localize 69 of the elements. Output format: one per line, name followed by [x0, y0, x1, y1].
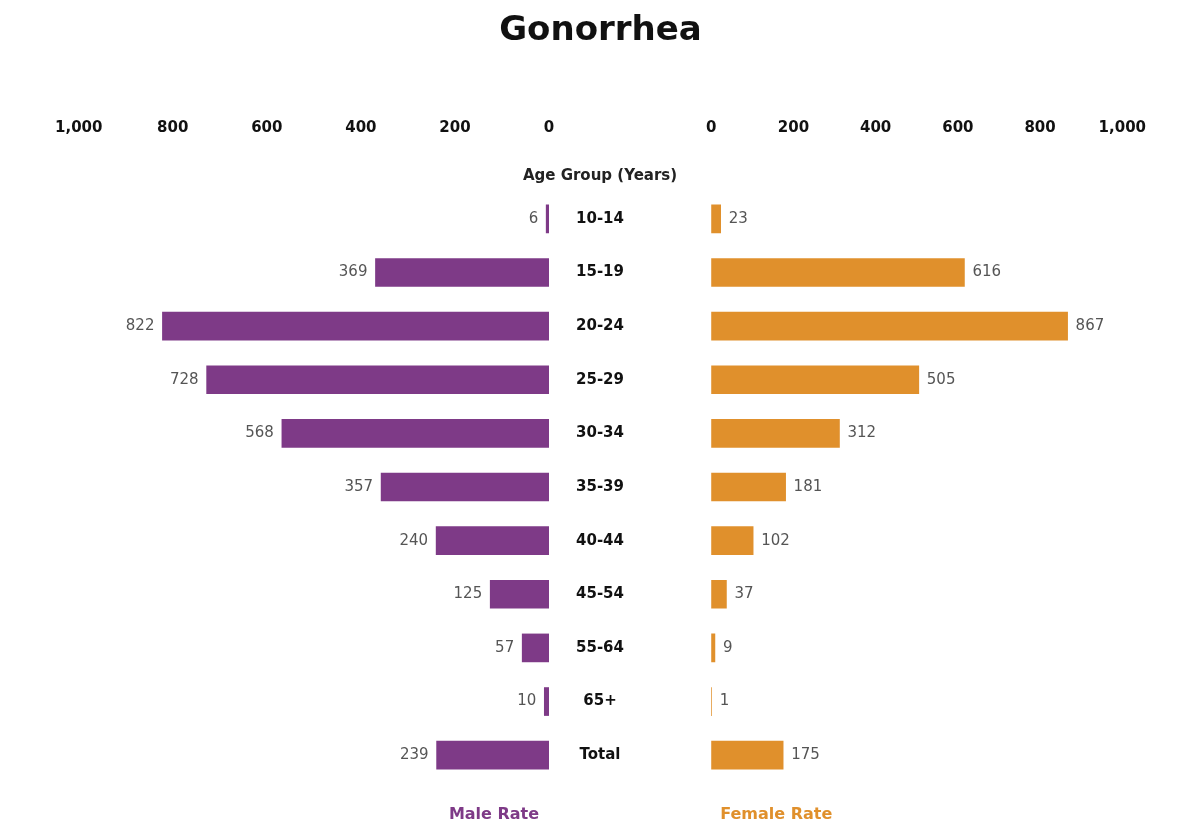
data-label: 9	[722, 637, 733, 656]
bar	[436, 740, 549, 770]
y-tick-label: 40-44	[576, 530, 624, 549]
chart-title: Gonorrhea	[498, 8, 703, 48]
bar	[711, 258, 965, 287]
data-label: 616	[972, 262, 1002, 281]
x-tick-label: 400	[345, 117, 377, 136]
x-tick-label: 800	[1024, 117, 1056, 136]
bar	[435, 526, 549, 555]
bar	[380, 472, 549, 502]
bar	[711, 204, 721, 234]
data-label: 1	[719, 691, 730, 710]
bar	[206, 365, 549, 395]
data-label: 23	[728, 208, 748, 227]
y-tick-label: 15-19	[576, 262, 624, 281]
x-tick-label: 1,000	[1098, 117, 1146, 136]
bar	[711, 526, 754, 555]
data-label: 312	[847, 423, 877, 442]
data-label: 37	[734, 584, 754, 603]
bar	[162, 311, 549, 341]
bar	[489, 579, 549, 609]
bar	[711, 365, 920, 395]
y-tick-label: 25-29	[576, 369, 624, 388]
x-axis-title: Female Rate	[720, 804, 833, 824]
x-tick-label: 0	[543, 117, 555, 136]
bar	[711, 579, 727, 609]
x-tick-label: 400	[859, 117, 892, 136]
data-label: 102	[761, 530, 790, 549]
bar	[711, 311, 1068, 341]
bar	[521, 633, 549, 663]
data-label: 175	[791, 745, 820, 764]
data-label: 867	[1075, 315, 1105, 334]
bar	[281, 419, 549, 448]
data-label: 57	[495, 637, 515, 656]
data-label: 505	[926, 369, 956, 388]
y-tick-label: 10-14	[576, 208, 624, 227]
data-label: 568	[245, 423, 274, 442]
x-tick-label: 600	[251, 117, 283, 136]
x-tick-label: 800	[157, 117, 189, 136]
bar	[711, 419, 840, 448]
data-label: 6	[528, 208, 539, 227]
y-tick-label: Total	[579, 745, 621, 764]
x-tick-label: 0	[706, 117, 717, 136]
data-label: 181	[793, 476, 823, 495]
y-tick-label: 65+	[583, 691, 617, 710]
y-axis-title: Age Group (Years)	[521, 165, 679, 186]
data-label: 125	[453, 584, 483, 603]
data-label: 369	[338, 262, 368, 281]
data-label: 240	[399, 530, 429, 549]
data-label: 239	[399, 745, 429, 764]
x-tick-label: 1,000	[55, 117, 103, 136]
data-label: 728	[170, 369, 199, 388]
y-tick-label: 30-34	[576, 423, 624, 442]
bar	[543, 687, 549, 716]
y-tick-label: 55-64	[576, 637, 624, 656]
bar	[545, 204, 549, 234]
bar	[375, 258, 549, 287]
data-label: 357	[344, 476, 374, 495]
data-label: 10	[517, 691, 537, 710]
bar	[711, 740, 784, 770]
x-tick-label: 200	[777, 117, 810, 136]
bar	[711, 472, 786, 502]
y-tick-label: 45-54	[576, 584, 624, 603]
data-label: 822	[125, 315, 155, 334]
x-axis-title: Male Rate	[448, 804, 540, 824]
x-tick-label: 200	[439, 117, 471, 136]
y-tick-label: 20-24	[576, 315, 624, 334]
x-tick-label: 600	[942, 117, 974, 136]
y-tick-label: 35-39	[576, 476, 624, 495]
